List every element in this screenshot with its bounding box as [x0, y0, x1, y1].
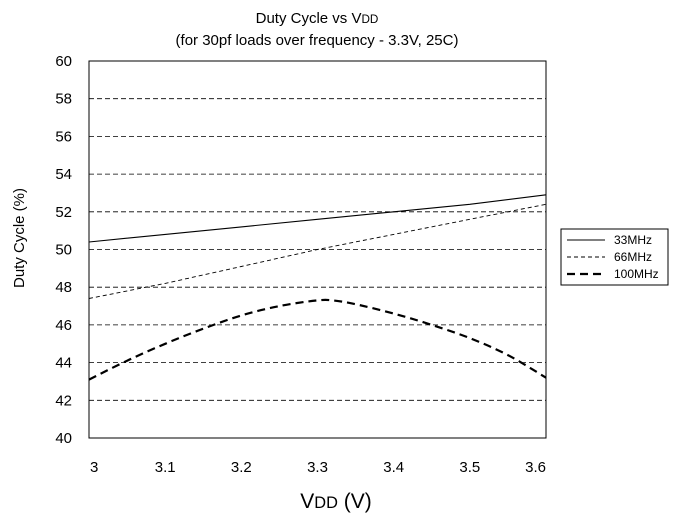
chart-subtitle: (for 30pf loads over frequency - 3.3V, 2… [176, 32, 459, 49]
x-axis-label: VDD (V) [300, 490, 371, 513]
y-tick-label: 40 [55, 430, 72, 447]
chart-title: Duty Cycle vs VDD [256, 10, 379, 27]
x-tick-label: 3.5 [459, 459, 480, 476]
x-tick-label: 3.2 [231, 459, 252, 476]
y-tick-label: 52 [55, 204, 72, 221]
plot-border [88, 60, 547, 439]
x-tick-label: 3 [90, 459, 98, 476]
x-axis-ticks: 3 3.1 3.2 3.3 3.4 3.5 3.6 [90, 459, 546, 476]
y-tick-label: 46 [55, 317, 72, 334]
legend-box [560, 228, 669, 286]
y-tick-label: 56 [55, 128, 72, 145]
legend-label-66mhz: 66MHz [614, 250, 652, 264]
x-tick-label: 3.1 [155, 459, 176, 476]
plot-area [88, 60, 547, 439]
legend-label-33mhz: 33MHz [614, 233, 652, 247]
legend: 33MHz 66MHz 100MHz [560, 228, 669, 286]
y-tick-label: 48 [55, 279, 72, 296]
series-line-33mhz [88, 194, 547, 243]
y-tick-label: 50 [55, 242, 72, 259]
y-tick-label: 44 [55, 355, 72, 372]
legend-label-100mhz: 100MHz [614, 267, 659, 281]
y-axis-label: Duty Cycle (%) [11, 188, 28, 288]
y-tick-label: 58 [55, 91, 72, 108]
x-tick-label: 3.4 [383, 459, 404, 476]
y-tick-label: 60 [55, 53, 72, 70]
x-tick-label: 3.3 [307, 459, 328, 476]
y-axis-ticks: 40 42 44 46 48 50 52 54 56 58 60 [55, 53, 72, 447]
x-tick-label: 3.6 [525, 459, 546, 476]
data-series [88, 194, 547, 381]
series-line-66mhz [88, 203, 547, 299]
y-tick-label: 42 [55, 392, 72, 409]
y-tick-label: 54 [55, 166, 72, 183]
series-line-100mhz [88, 298, 547, 381]
